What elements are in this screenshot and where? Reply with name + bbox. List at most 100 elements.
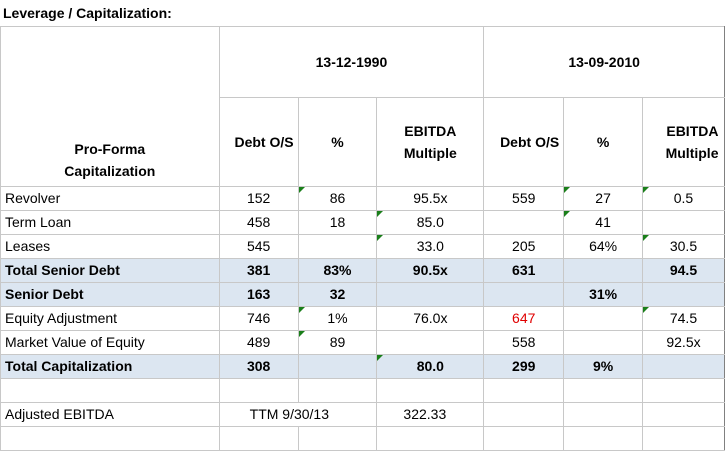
empty-cell[interactable] <box>376 426 485 451</box>
ebitda-right[interactable]: 74.5 <box>641 306 725 331</box>
debt-left[interactable]: 545 <box>218 234 299 259</box>
pct-left[interactable]: 83% <box>297 258 378 283</box>
adjusted-ebitda-label[interactable]: Adjusted EBITDA <box>0 402 220 427</box>
empty-cell[interactable] <box>641 378 725 403</box>
period-text: TTM 9/30/13 <box>249 406 330 422</box>
empty-cell[interactable] <box>218 378 299 403</box>
empty-cell[interactable] <box>218 426 299 451</box>
date-left: 13-12-1990 <box>315 54 388 70</box>
row-label[interactable]: Total Capitalization <box>0 354 220 379</box>
table-row: Term Loan 458 18 85.0 41 <box>0 210 725 235</box>
ebitda-left[interactable]: 90.5x <box>376 258 485 283</box>
date-right-cell[interactable]: 13-09-2010 <box>483 26 725 98</box>
ebitda-right[interactable] <box>641 354 725 379</box>
ebitda-left[interactable]: 33.0 <box>376 234 485 259</box>
empty-cell[interactable] <box>483 426 565 451</box>
ebitda-left[interactable]: 76.0x <box>376 306 485 331</box>
row-label[interactable]: Senior Debt <box>0 282 220 307</box>
ebitda-right[interactable]: 94.5 <box>641 258 725 283</box>
debt-right[interactable]: 559 <box>483 186 565 211</box>
adjusted-ebitda-period[interactable]: TTM 9/30/13 <box>218 402 378 427</box>
section-label: Pro-Forma Capitalization <box>64 141 156 179</box>
row-label[interactable]: Leases <box>0 234 220 259</box>
row-label[interactable]: Equity Adjustment <box>0 306 220 331</box>
col-debt-left[interactable]: Debt O/S <box>218 97 299 187</box>
table-row: Leases 545 33.0 205 64% 30.5 <box>0 234 725 259</box>
ebitda-left[interactable]: 85.0 <box>376 210 485 235</box>
debt-left[interactable]: 458 <box>218 210 299 235</box>
pct-right[interactable]: 41 <box>563 210 643 235</box>
adjusted-ebitda-row: Adjusted EBITDA TTM 9/30/13 322.33 <box>0 402 725 427</box>
pct-right[interactable]: 9% <box>563 354 643 379</box>
row-label[interactable]: Market Value of Equity <box>0 330 220 355</box>
ebitda-left[interactable] <box>376 330 485 355</box>
pct-left[interactable]: 32 <box>297 282 378 307</box>
empty-cell[interactable] <box>563 426 643 451</box>
pct-left[interactable]: 18 <box>297 210 378 235</box>
ebitda-right[interactable]: 92.5x <box>641 330 725 355</box>
pct-right[interactable]: 27 <box>563 186 643 211</box>
pct-left[interactable] <box>297 354 378 379</box>
ebitda-left[interactable] <box>376 282 485 307</box>
col-pct-left-label: % <box>331 134 344 150</box>
ebitda-left[interactable]: 95.5x <box>376 186 485 211</box>
adjusted-ebitda-value[interactable]: 322.33 <box>376 402 485 427</box>
debt-right[interactable] <box>483 210 565 235</box>
debt-right[interactable]: 299 <box>483 354 565 379</box>
debt-left[interactable]: 308 <box>218 354 299 379</box>
debt-left[interactable]: 381 <box>218 258 299 283</box>
debt-left[interactable]: 746 <box>218 306 299 331</box>
debt-left[interactable]: 489 <box>218 330 299 355</box>
row-label[interactable]: Total Senior Debt <box>0 258 220 283</box>
col-ebitda-right-label: EBITDA Multiple <box>665 123 719 161</box>
ebitda-right[interactable] <box>641 210 725 235</box>
row-label[interactable]: Term Loan <box>0 210 220 235</box>
empty-cell[interactable] <box>563 402 643 427</box>
pct-right[interactable]: 64% <box>563 234 643 259</box>
col-ebitda-right[interactable]: EBITDA Multiple <box>641 97 725 187</box>
empty-cell[interactable] <box>0 378 220 403</box>
table-row: Equity Adjustment 746 1% 76.0x 647 74.5 <box>0 306 725 331</box>
col-pct-right[interactable]: % <box>563 97 643 187</box>
date-right: 13-09-2010 <box>568 54 640 70</box>
date-left-cell[interactable]: 13-12-1990 <box>218 26 485 98</box>
pct-left[interactable]: 89 <box>297 330 378 355</box>
pct-right[interactable]: 31% <box>563 282 643 307</box>
pct-left[interactable]: 86 <box>297 186 378 211</box>
ebitda-right[interactable]: 0.5 <box>641 186 725 211</box>
col-ebitda-left[interactable]: EBITDA Multiple <box>376 97 485 187</box>
empty-row <box>0 378 725 403</box>
empty-cell[interactable] <box>0 426 220 451</box>
debt-right[interactable]: 558 <box>483 330 565 355</box>
pct-left[interactable] <box>297 234 378 259</box>
debt-left[interactable]: 163 <box>218 282 299 307</box>
col-debt-left-label: Debt O/S <box>234 134 294 150</box>
col-pct-left[interactable]: % <box>297 97 378 187</box>
ebitda-right[interactable] <box>641 282 725 307</box>
debt-right[interactable]: 631 <box>483 258 565 283</box>
pct-right[interactable] <box>563 330 643 355</box>
empty-cell[interactable] <box>483 378 565 403</box>
empty-cell[interactable] <box>641 402 725 427</box>
debt-right-negative[interactable]: 647 <box>483 306 565 331</box>
debt-right[interactable] <box>483 282 565 307</box>
empty-cell[interactable] <box>483 402 565 427</box>
empty-cell[interactable] <box>297 378 378 403</box>
empty-cell[interactable] <box>641 426 725 451</box>
empty-cell[interactable] <box>563 378 643 403</box>
col-debt-right[interactable]: Debt O/S <box>483 97 565 187</box>
empty-cell[interactable] <box>376 378 485 403</box>
pct-right[interactable] <box>563 306 643 331</box>
debt-right[interactable]: 205 <box>483 234 565 259</box>
header-date-row: Pro-Forma Capitalization 13-12-1990 13-0… <box>0 26 725 187</box>
pct-right[interactable] <box>563 258 643 283</box>
section-label-cell[interactable]: Pro-Forma Capitalization <box>0 26 220 187</box>
row-label[interactable]: Revolver <box>0 186 220 211</box>
ebitda-left[interactable]: 80.0 <box>376 354 485 379</box>
ebitda-right[interactable]: 30.5 <box>641 234 725 259</box>
pct-left[interactable]: 1% <box>297 306 378 331</box>
empty-cell[interactable] <box>297 426 378 451</box>
debt-left[interactable]: 152 <box>218 186 299 211</box>
table-row: Revolver 152 86 95.5x 559 27 0.5 <box>0 186 725 211</box>
sheet-title: Leverage / Capitalization: <box>3 5 172 21</box>
